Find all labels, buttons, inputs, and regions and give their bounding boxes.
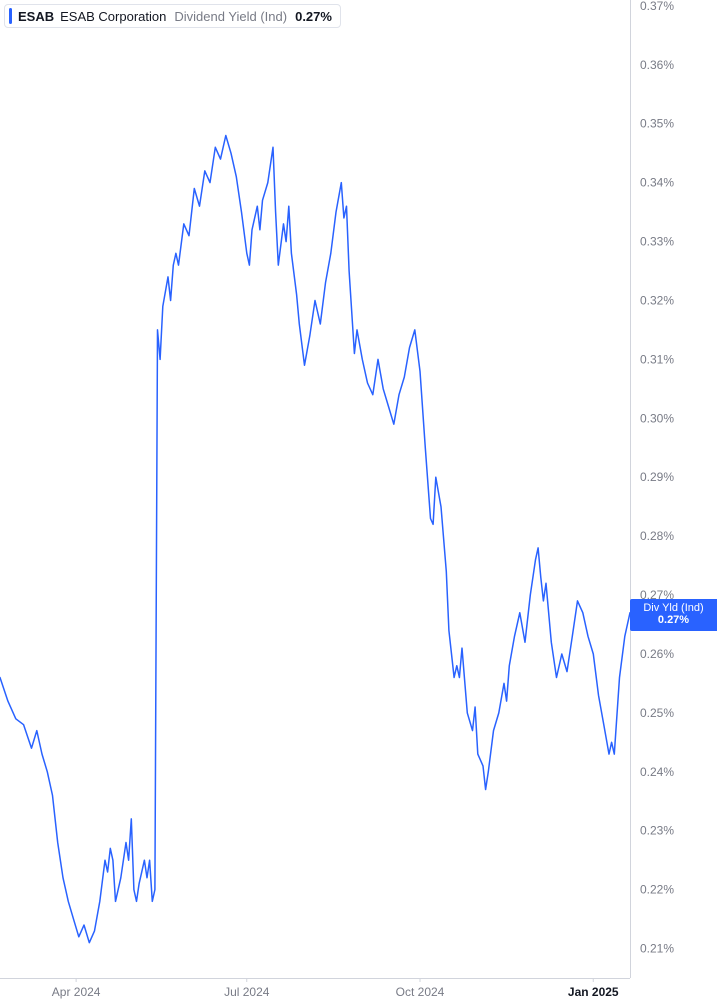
svg-text:0.35%: 0.35% xyxy=(640,117,674,131)
legend-value: 0.27% xyxy=(295,9,332,24)
svg-text:0.36%: 0.36% xyxy=(640,58,674,72)
svg-text:0.23%: 0.23% xyxy=(640,824,674,838)
svg-text:0.26%: 0.26% xyxy=(640,647,674,661)
svg-text:0.32%: 0.32% xyxy=(640,293,674,307)
svg-text:0.25%: 0.25% xyxy=(640,706,674,720)
svg-text:Apr 2024: Apr 2024 xyxy=(52,985,101,999)
svg-text:0.30%: 0.30% xyxy=(640,411,674,425)
legend-ticker: ESAB xyxy=(18,9,54,24)
current-value-tag: Div Yld (Ind) 0.27% xyxy=(630,599,717,631)
svg-text:Jul 2024: Jul 2024 xyxy=(224,985,270,999)
svg-text:0.22%: 0.22% xyxy=(640,883,674,897)
svg-text:0.33%: 0.33% xyxy=(640,235,674,249)
chart-area[interactable]: 0.37% 0.36% 0.35% 0.34% 0.33% 0.32% 0.31% 0.30%… xyxy=(0,0,717,1005)
chart-legend[interactable]: ESAB ESAB Corporation Dividend Yield (In… xyxy=(4,4,341,28)
legend-metric: Dividend Yield (Ind) xyxy=(174,9,287,24)
svg-text:0.34%: 0.34% xyxy=(640,176,674,190)
svg-text:0.37%: 0.37% xyxy=(640,0,674,13)
svg-text:0.21%: 0.21% xyxy=(640,942,674,956)
legend-color-bar xyxy=(9,8,12,24)
price-tag-label: Div Yld (Ind) xyxy=(636,602,711,615)
svg-text:0.28%: 0.28% xyxy=(640,529,674,543)
svg-text:0.29%: 0.29% xyxy=(640,470,674,484)
svg-text:Jan 2025: Jan 2025 xyxy=(568,985,619,999)
svg-text:0.31%: 0.31% xyxy=(640,352,674,366)
svg-text:0.24%: 0.24% xyxy=(640,765,674,779)
chart-svg: 0.37% 0.36% 0.35% 0.34% 0.33% 0.32% 0.31% 0.30%… xyxy=(0,0,717,1005)
svg-text:Oct 2024: Oct 2024 xyxy=(396,985,445,999)
price-tag-value: 0.27% xyxy=(636,614,711,627)
legend-company-name: ESAB Corporation xyxy=(60,9,166,24)
